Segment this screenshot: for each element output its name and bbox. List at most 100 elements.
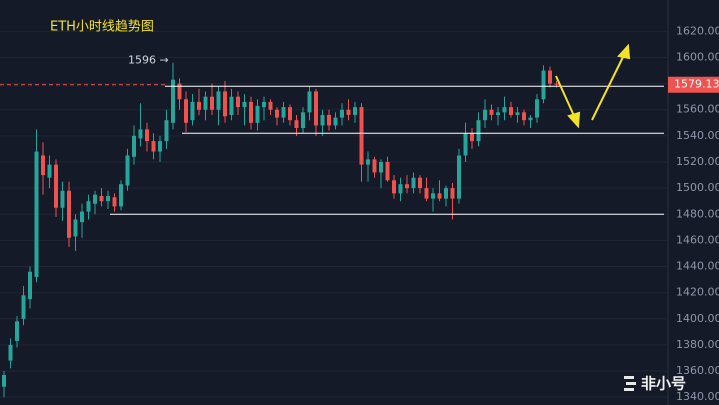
candle-body xyxy=(431,193,435,199)
candle-body xyxy=(106,195,110,202)
candle-body xyxy=(2,374,6,387)
candle-body xyxy=(275,109,279,118)
candle-body xyxy=(229,96,234,115)
y-tick-label: 1480.00 xyxy=(676,207,719,220)
annotation: 1596 → xyxy=(128,54,169,67)
candle-body xyxy=(535,99,539,118)
candle-body xyxy=(190,101,195,121)
candle-body xyxy=(216,91,221,110)
candle-body xyxy=(28,271,32,300)
candle-body xyxy=(346,109,351,115)
candle-body xyxy=(177,83,182,100)
chart-title: ETH小时线趋势图 xyxy=(50,19,154,35)
candle-body xyxy=(158,141,162,152)
watermark-text: 非小号 xyxy=(641,375,686,393)
candle-body xyxy=(47,164,52,178)
y-tick-label: 1380.00 xyxy=(676,338,719,351)
y-tick-label: 1500.00 xyxy=(676,181,719,194)
candle-body xyxy=(184,99,188,123)
candle-body xyxy=(15,321,19,341)
y-tick-label: 1360.00 xyxy=(676,364,719,377)
arrow-head xyxy=(617,43,631,60)
arrow-down xyxy=(555,75,576,119)
candle-body xyxy=(203,96,208,110)
candle-body xyxy=(294,120,299,129)
candle-body xyxy=(236,96,240,108)
candle-body xyxy=(307,91,312,113)
plot xyxy=(0,62,664,398)
logo xyxy=(624,376,634,379)
candle-body xyxy=(476,120,481,142)
candle-body xyxy=(398,184,403,194)
candle-body xyxy=(353,107,357,115)
y-tick-label: 1540.00 xyxy=(676,129,719,142)
y-tick-label: 1460.00 xyxy=(676,233,719,246)
candle-body xyxy=(502,107,507,113)
candle-body xyxy=(528,117,533,121)
candle-body xyxy=(268,101,273,110)
candle-body xyxy=(262,101,266,108)
candle-body xyxy=(119,184,123,207)
candle-body xyxy=(73,219,78,237)
candle-body xyxy=(67,190,71,238)
candle-body xyxy=(80,211,84,223)
candle-body xyxy=(470,133,474,142)
candle-body xyxy=(496,112,500,115)
candle-body xyxy=(210,96,214,110)
candle-body xyxy=(405,184,409,189)
candle-body xyxy=(99,195,104,202)
candle-body xyxy=(132,135,136,157)
candle-body xyxy=(54,164,58,208)
candle-body xyxy=(41,155,45,176)
candle-body xyxy=(548,70,552,84)
candle-body xyxy=(112,197,117,207)
candle-body xyxy=(457,155,461,199)
arrow-head xyxy=(567,111,581,129)
logo xyxy=(624,388,634,391)
y-tick-label: 1620.00 xyxy=(676,24,719,37)
candle-body xyxy=(424,188,429,199)
candle-body xyxy=(359,107,364,165)
candle-body xyxy=(125,155,130,186)
arrow-up xyxy=(591,54,625,121)
y-tick-label: 1400.00 xyxy=(676,312,719,325)
candle-body xyxy=(340,109,344,118)
candle-body xyxy=(450,188,455,199)
logo xyxy=(626,382,636,385)
candle-body xyxy=(554,83,559,85)
candle-body xyxy=(223,91,227,117)
candle-body xyxy=(8,344,13,361)
candle-body xyxy=(288,107,292,121)
candle-body xyxy=(463,133,468,156)
y-tick-label: 1340.00 xyxy=(676,390,719,403)
candle-body xyxy=(145,129,149,142)
candle-body xyxy=(333,117,338,126)
candle-body xyxy=(255,105,260,123)
candle-body xyxy=(151,141,156,152)
candle-body xyxy=(437,193,442,199)
candle-body xyxy=(320,114,325,126)
y-tick-label: 1420.00 xyxy=(676,286,719,299)
candle-body xyxy=(541,70,546,100)
candle-body xyxy=(411,177,416,189)
candle-body xyxy=(444,188,448,199)
candle-body xyxy=(93,194,97,204)
candle-body xyxy=(327,114,331,126)
candle-body xyxy=(522,112,526,121)
y-tick-label: 1440.00 xyxy=(676,260,719,273)
candle-body xyxy=(301,112,305,129)
candle-body xyxy=(372,159,377,173)
y-tick-label: 1600.00 xyxy=(676,50,719,63)
candle-body xyxy=(314,91,318,126)
candle-body xyxy=(515,112,520,115)
watermark: 非小号 xyxy=(624,375,686,393)
candle-body xyxy=(249,101,253,123)
candle-body xyxy=(242,101,247,108)
candle-body xyxy=(489,109,494,115)
candle-body xyxy=(392,180,396,194)
candle-body xyxy=(138,129,143,139)
y-tick-label: 1560.00 xyxy=(676,103,719,116)
candle-body xyxy=(509,107,513,115)
trend-arrows xyxy=(555,43,631,129)
